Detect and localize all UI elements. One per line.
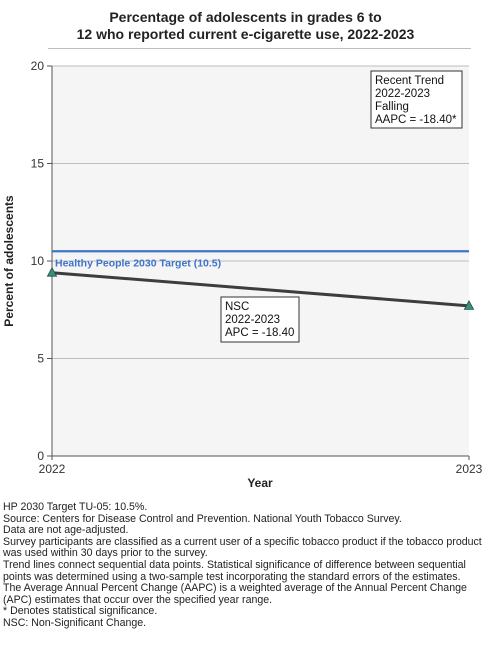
recent-trend-box: Recent Trend 2022-2023 Falling AAPC = -1… bbox=[370, 70, 463, 129]
line-chart: 0 5 10 15 20 2022 2023 Percent of adolescents… bbox=[2, 59, 483, 490]
y-tick-label: 20 bbox=[31, 59, 45, 73]
segment-box-line-2: 2022-2023 bbox=[225, 314, 280, 326]
series-line bbox=[51, 271, 470, 308]
data-point-marker bbox=[463, 300, 475, 310]
footnote: * Denotes statistical significance. bbox=[3, 605, 158, 618]
y-tick-label: 5 bbox=[37, 352, 44, 366]
x-tick-label: 2022 bbox=[39, 462, 66, 476]
y-axis-label: Percent of adolescents bbox=[2, 195, 16, 327]
y-tick-label: 15 bbox=[31, 157, 45, 171]
footnote: NSC: Non-Significant Change. bbox=[3, 616, 147, 629]
segment-apc-box: NSC 2022-2023 APC = -18.40 bbox=[220, 296, 300, 343]
footnote: Data are not age-adjusted. bbox=[3, 524, 129, 537]
footnote: Survey participants are classified as a … bbox=[3, 535, 482, 560]
gridlines bbox=[52, 65, 469, 359]
trend-box-line-1: Recent Trend bbox=[375, 75, 444, 87]
footnote: Trend lines connect sequential data poin… bbox=[3, 558, 466, 583]
segment-box-line-1: NSC bbox=[225, 301, 249, 313]
chart-title: Percentage of adolescents in grades 6 to… bbox=[0, 9, 491, 43]
x-tick-label: 2023 bbox=[456, 462, 483, 476]
series-group bbox=[46, 266, 475, 310]
title-divider bbox=[48, 48, 471, 49]
target-label: Healthy People 2030 Target (10.5) bbox=[55, 257, 221, 269]
x-axis-label: Year bbox=[247, 476, 273, 490]
y-tick-labels: 0 5 10 15 20 bbox=[31, 59, 52, 463]
footnote: Source: Centers for Disease Control and … bbox=[3, 512, 402, 525]
x-tick-labels: 2022 2023 bbox=[39, 456, 483, 476]
footnote: HP 2030 Target TU-05: 10.5%. bbox=[3, 501, 148, 513]
data-point-marker bbox=[46, 266, 58, 277]
chart-title-line-2: 12 who reported current e-cigarette use,… bbox=[76, 26, 415, 42]
y-tick-label: 0 bbox=[37, 449, 44, 463]
chart-title-line-1: Percentage of adolescents in grades 6 to bbox=[109, 9, 382, 25]
footnote: The Average Annual Percent Change (AAPC)… bbox=[3, 582, 467, 606]
segment-box-line-3: APC = -18.40 bbox=[225, 327, 294, 339]
trend-box-line-4: AAPC = -18.40* bbox=[375, 114, 457, 126]
trend-box-line-2: 2022-2023 bbox=[375, 88, 430, 100]
y-tick-label: 10 bbox=[31, 254, 45, 268]
trend-box-line-3: Falling bbox=[375, 101, 409, 113]
footnotes: HP 2030 Target TU-05: 10.5%. Source: Cen… bbox=[3, 501, 489, 630]
